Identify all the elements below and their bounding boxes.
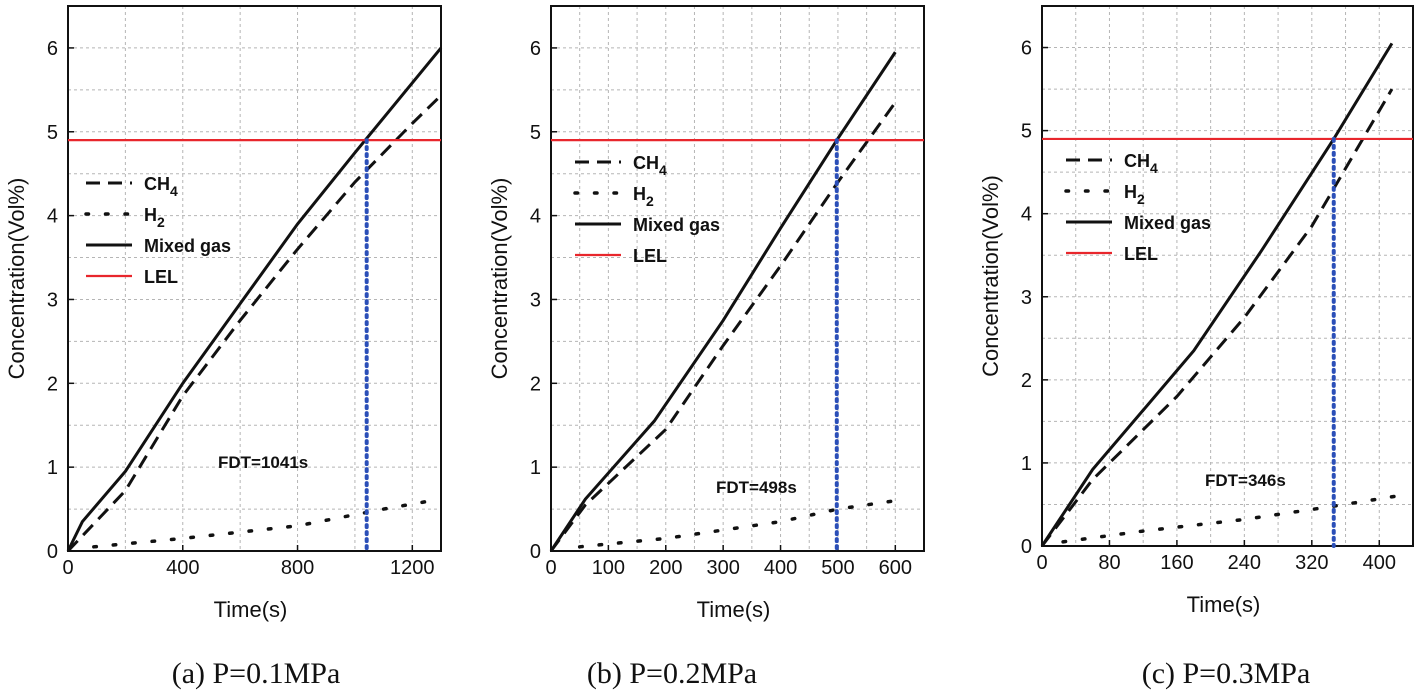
y-tick-label: 1 [530,457,541,479]
y-tick-label: 1 [1021,453,1032,475]
y-tick-label: 4 [1021,204,1032,226]
legend-entry: Mixed gas [144,236,231,256]
y-tick-label: 5 [1021,121,1032,143]
y-tick-label: 6 [530,38,541,60]
legend-entry: LEL [1124,244,1158,264]
y-tick-label: 4 [47,206,58,228]
x-tick-label: 400 [1363,552,1396,574]
legend-entry: H2 [144,205,165,230]
legend-entry: Mixed gas [1124,213,1211,233]
legend-subscript: 4 [1150,160,1158,176]
y-axis-label: Concentration(Vol%) [487,178,512,380]
x-tick-label: 300 [706,557,739,579]
x-axis-label: Time(s) [1187,592,1261,617]
series-line-mixed-gas [1040,42,1394,547]
x-axis-label: Time(s) [697,597,771,622]
series-line-ch [1040,88,1394,547]
x-tick-label: 320 [1295,552,1328,574]
chart-panel-3: 0 80 160 240 320 400 0 1 2 3 4 5 6 Time(s) Concentrati… [978,5,1414,690]
series-line-ch [66,97,440,553]
x-tick-label: 160 [1160,552,1193,574]
series-line-h [577,498,898,549]
y-tick-label: 1 [47,457,58,479]
y-tick-label: 2 [47,373,58,395]
series-line-h [1061,494,1398,544]
x-tick-label: 200 [649,557,682,579]
y-axis-label: Concentration(Vol%) [4,178,29,380]
y-tick-label: 0 [47,541,58,563]
series-line-h [92,497,443,549]
chart-panel-2: 0 100 200 300 400 500 600 0 1 2 3 4 5 6 Time(s) Concent… [487,5,925,690]
y-tick-label: 2 [1021,370,1032,392]
x-tick-label: 500 [821,557,854,579]
panel-caption: (b) P=0.2MPa [587,657,757,690]
y-tick-label: 6 [47,38,58,60]
fdt-annotation: FDT=498s [716,478,797,497]
x-tick-label: 80 [1098,552,1120,574]
y-tick-label: 5 [530,122,541,144]
panel-caption: (c) P=0.3MPa [1142,657,1311,690]
fdt-annotation: FDT=346s [1205,471,1286,490]
y-axis-label: Concentration(Vol%) [978,175,1003,377]
plot-frame [1041,5,1414,547]
legend-subscript: 2 [1137,191,1145,207]
x-tick-label: 0 [545,557,556,579]
y-tick-label: 0 [530,541,541,563]
series-line-mixed-gas [66,46,443,552]
x-tick-label: 600 [879,557,912,579]
x-tick-label: 0 [62,557,73,579]
legend-entry: CH4 [633,153,667,178]
x-axis-label: Time(s) [214,597,288,622]
panel-caption: (a) P=0.1MPa [172,657,341,690]
y-tick-label: 4 [530,206,541,228]
x-tick-label: 400 [764,557,797,579]
plot-frame [550,5,925,552]
y-tick-label: 6 [1021,38,1032,60]
legend-entry: H2 [1124,182,1145,207]
legend-subscript: 2 [646,193,654,209]
fdt-annotation: FDT=1041s [218,453,308,472]
x-tick-label: 240 [1228,552,1261,574]
x-tick-label: 400 [166,557,199,579]
x-tick-label: 0 [1036,552,1047,574]
y-tick-label: 3 [530,289,541,311]
x-tick-label: 100 [592,557,625,579]
y-tick-label: 0 [1021,536,1032,558]
legend-entry: LEL [633,246,667,266]
legend-subscript: 4 [659,162,667,178]
legend-entry: CH4 [144,174,178,199]
series-line-mixed-gas [549,51,897,552]
y-tick-label: 2 [530,373,541,395]
y-tick-label: 3 [1021,287,1032,309]
legend-entry: LEL [144,267,178,287]
x-tick-label: 1200 [390,557,435,579]
y-tick-label: 3 [47,289,58,311]
y-tick-label: 5 [47,122,58,144]
plot-frame [67,5,442,552]
legend-subscript: 4 [170,183,178,199]
legend-entry: Mixed gas [633,215,720,235]
legend-entry: H2 [633,184,654,209]
x-tick-label: 800 [281,557,314,579]
legend-subscript: 2 [157,214,165,230]
chart-panel-1: 0 400 800 1200 0 1 2 3 4 5 6 Time(s) Concentration(V… [4,5,443,690]
